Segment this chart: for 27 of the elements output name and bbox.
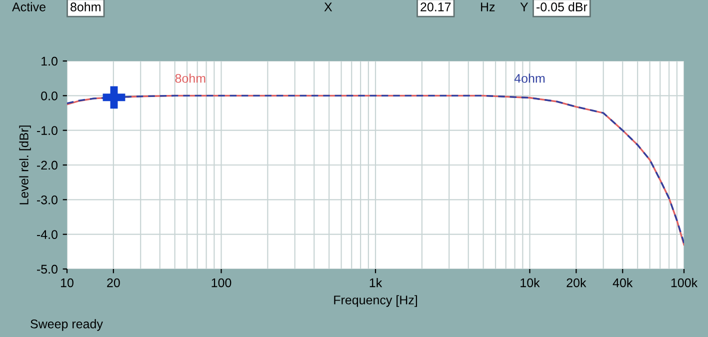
y-axis-title: Level rel. [dBr]: [19, 126, 31, 204]
y-tick-label: -3.0: [36, 195, 58, 204]
text: Hz: [481, 2, 495, 12]
text: Y: [520, 2, 528, 12]
x-tick-label: 20: [107, 278, 120, 288]
x-axis-title: Frequency [Hz]: [334, 295, 417, 307]
text: Active: [12, 2, 46, 12]
series-label: 8ohm: [175, 74, 206, 83]
y-tick-label: -5.0: [36, 264, 58, 274]
text: X: [324, 2, 332, 12]
text: 8ohm: [70, 2, 100, 12]
text: Sweep ready: [30, 319, 103, 331]
x-tick-label: 10: [61, 278, 74, 288]
x-tick-label: 100: [212, 278, 232, 288]
x-tick-label: 1k: [370, 278, 382, 288]
x-tick-label: 20k: [566, 278, 586, 288]
y-tick-label: 0.0: [41, 91, 58, 100]
y-tick-label: -2.0: [36, 160, 58, 170]
x-tick-label: 100k: [671, 278, 698, 288]
text: -0.05 dBr: [536, 2, 588, 12]
y-tick-label: -4.0: [36, 230, 58, 239]
x-tick-label: 10k: [520, 278, 540, 288]
text: 20.17: [420, 2, 451, 12]
y-tick-label: -1.0: [36, 126, 58, 135]
x-tick-label: 40k: [612, 278, 633, 288]
y-tick-label: 1.0: [42, 56, 58, 66]
series-label: 4ohm: [514, 74, 545, 83]
